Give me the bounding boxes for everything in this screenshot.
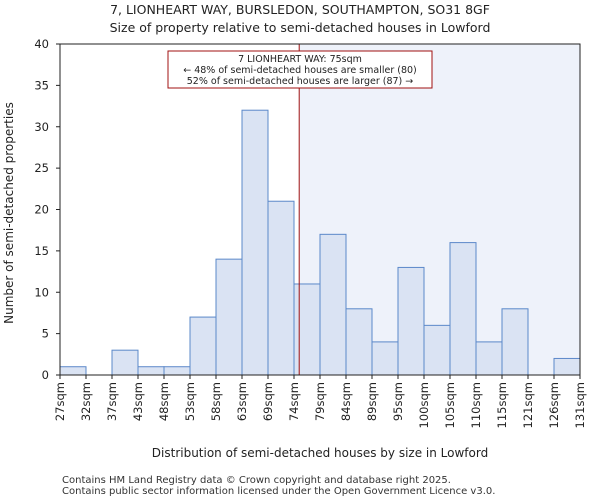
annotation-frame [167,50,433,89]
bar-84sqm [345,308,373,376]
y-axis-ticks: 0 5 10 15 20 25 30 35 40 [34,37,60,382]
bar-95sqm [397,266,425,376]
y-tick-label: 10 [34,285,49,299]
y-tick-label: 0 [42,368,49,382]
x-tick-label: 53sqm [183,382,197,421]
bar-79sqm [319,233,347,376]
x-tick-label: 69sqm [261,382,275,421]
bar-48sqm [163,366,191,376]
y-axis-label: Number of semi-detached properties [2,102,16,324]
annotation-box: 7 LIONHEART WAY: 75sqm ← 48% of semi-det… [167,50,433,89]
bar-37sqm [111,349,139,376]
x-tick-label: 89sqm [365,382,379,421]
y-tick-label: 25 [34,161,49,175]
x-tick-label: 115sqm [495,382,509,428]
x-axis-ticks: 27sqm 32sqm 37sqm 43sqm 48sqm 53sqm 58sqm 63sqm… [53,375,587,428]
y-tick-label: 15 [34,244,49,258]
y-tick-label: 40 [34,37,49,51]
x-tick-label: 32sqm [79,382,93,421]
x-tick-label: 95sqm [391,382,405,421]
x-tick-label: 100sqm [417,382,431,428]
x-tick-label: 79sqm [313,382,327,421]
x-tick-label: 121sqm [521,382,535,428]
chart-title: 7, LIONHEART WAY, BURSLEDON, SOUTHAMPTON… [110,2,490,17]
annotation-line-3: 52% of semi-detached houses are larger (… [187,76,414,87]
bar-69sqm [267,200,295,376]
x-tick-label: 27sqm [53,382,67,421]
x-tick-label: 84sqm [339,382,353,421]
bar-89sqm [371,341,399,376]
x-axis-label: Distribution of semi-detached houses by … [152,446,488,460]
bar-110sqm [475,341,503,376]
chart-subtitle: Size of property relative to semi-detach… [110,20,491,35]
y-tick-label: 30 [34,120,49,134]
x-tick-label: 58sqm [209,382,223,421]
x-tick-label: 105sqm [443,382,457,428]
bar-63sqm [241,109,269,376]
annotation-line-2: ← 48% of semi-detached houses are smalle… [183,65,417,76]
bar-115sqm [501,308,529,376]
bar-126sqm [553,357,581,376]
bar-53sqm [189,316,217,376]
bar-100sqm [423,324,451,376]
footer-line-2: Contains public sector information licen… [62,486,495,497]
bar-27sqm [59,366,87,376]
bar-105sqm [449,242,477,376]
x-tick-label: 110sqm [469,382,483,428]
x-tick-label: 131sqm [573,382,587,428]
x-tick-label: 126sqm [547,382,561,428]
x-tick-label: 43sqm [131,382,145,421]
bar-43sqm [137,366,165,376]
x-tick-label: 37sqm [105,382,119,421]
footer-line-1: Contains HM Land Registry data © Crown c… [62,475,451,486]
y-tick-label: 20 [34,203,49,217]
y-tick-label: 35 [34,78,49,92]
y-tick-label: 5 [42,327,49,341]
bars-group [59,109,581,376]
x-tick-label: 74sqm [287,382,301,421]
x-tick-label: 48sqm [157,382,171,421]
bar-74sqm [293,283,321,376]
annotation-line-1: 7 LIONHEART WAY: 75sqm [238,54,362,65]
bar-58sqm [215,258,243,376]
x-tick-label: 63sqm [235,382,249,421]
